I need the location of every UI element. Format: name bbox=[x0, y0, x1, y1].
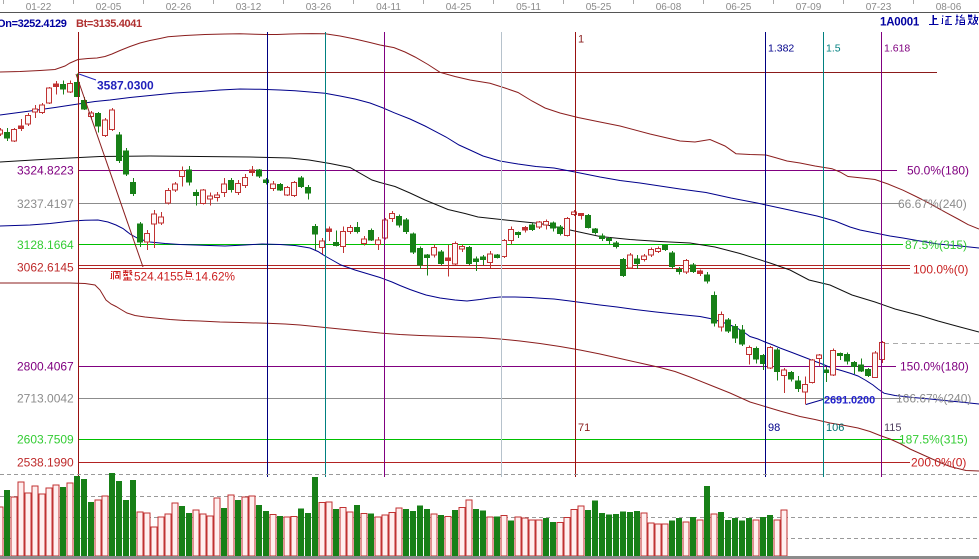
svg-text:07-09: 07-09 bbox=[796, 2, 822, 13]
svg-text:05-25: 05-25 bbox=[586, 2, 612, 13]
svg-text:On=3252.4129: On=3252.4129 bbox=[0, 18, 67, 30]
svg-text:1.618: 1.618 bbox=[884, 43, 910, 55]
svg-text:98: 98 bbox=[768, 422, 780, 434]
svg-text:87.5%(315): 87.5%(315) bbox=[905, 238, 967, 252]
svg-text:3237.4197: 3237.4197 bbox=[17, 197, 74, 211]
svg-text:3587.0300: 3587.0300 bbox=[97, 79, 154, 93]
svg-text:14.62%: 14.62% bbox=[195, 270, 236, 284]
svg-text:02-05: 02-05 bbox=[96, 2, 122, 13]
svg-text:66.67%(240): 66.67%(240) bbox=[898, 197, 967, 211]
svg-text:3128.1664: 3128.1664 bbox=[17, 238, 74, 252]
svg-text:200.0%(0): 200.0%(0) bbox=[911, 456, 966, 470]
svg-text:2691.0200: 2691.0200 bbox=[824, 395, 875, 407]
svg-text:1A0001: 1A0001 bbox=[880, 17, 920, 29]
svg-text:100.0%(0): 100.0%(0) bbox=[913, 263, 968, 277]
svg-text:06-25: 06-25 bbox=[726, 2, 752, 13]
svg-text:3062.6145: 3062.6145 bbox=[17, 261, 74, 275]
svg-text:115: 115 bbox=[884, 422, 902, 434]
svg-text:524.4155: 524.4155 bbox=[134, 270, 184, 284]
svg-text:2800.4067: 2800.4067 bbox=[17, 360, 74, 374]
svg-text:71: 71 bbox=[578, 422, 590, 434]
svg-text:150.0%(180): 150.0%(180) bbox=[900, 360, 969, 374]
svg-text:02-26: 02-26 bbox=[166, 2, 192, 13]
svg-text:Bt=3135.4041: Bt=3135.4041 bbox=[76, 18, 142, 30]
svg-text:07-23: 07-23 bbox=[866, 2, 892, 13]
svg-text:1.5: 1.5 bbox=[826, 43, 841, 55]
svg-text:1.382: 1.382 bbox=[768, 43, 794, 55]
svg-text:03-12: 03-12 bbox=[236, 2, 262, 13]
svg-text:01-22: 01-22 bbox=[26, 2, 52, 13]
svg-text:2713.0042: 2713.0042 bbox=[17, 392, 74, 406]
svg-text:08-06: 08-06 bbox=[936, 2, 962, 13]
svg-text:166.67%(240): 166.67%(240) bbox=[896, 392, 971, 406]
svg-text:106: 106 bbox=[826, 422, 844, 434]
svg-text:3324.8223: 3324.8223 bbox=[17, 164, 74, 178]
svg-text:2538.1990: 2538.1990 bbox=[17, 456, 74, 470]
svg-text:1: 1 bbox=[578, 34, 584, 46]
svg-text:04-25: 04-25 bbox=[446, 2, 472, 13]
svg-text:05-11: 05-11 bbox=[516, 2, 541, 13]
svg-text:06-08: 06-08 bbox=[656, 2, 682, 13]
svg-text:04-11: 04-11 bbox=[376, 2, 401, 13]
svg-text:2603.7509: 2603.7509 bbox=[17, 433, 74, 447]
svg-text:187.5%(315): 187.5%(315) bbox=[899, 433, 968, 447]
svg-text:50.0%(180): 50.0%(180) bbox=[907, 164, 969, 178]
svg-text:03-26: 03-26 bbox=[306, 2, 332, 13]
